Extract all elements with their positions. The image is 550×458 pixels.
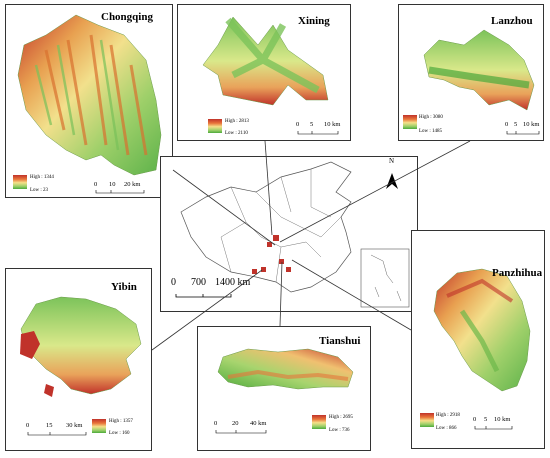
lanzhou-legend-low: Low : 1485 <box>419 129 443 134</box>
tianshui-title: Tianshui <box>319 335 361 347</box>
chongqing-scale-bar <box>95 190 145 194</box>
lanzhou-scale-0: 0 <box>505 121 509 128</box>
panzhihua-dem-map <box>433 268 531 392</box>
chongqing-dem-map <box>17 14 162 176</box>
xining-dem-map <box>202 16 329 106</box>
panzhihua-legend-low: Low : 866 <box>436 426 457 431</box>
xining-scale-bar <box>297 131 339 135</box>
tianshui-scale-0: 0 <box>214 420 218 427</box>
panzhihua-legend-swatch <box>420 413 434 427</box>
chongqing-legend-high: High : 1344 <box>30 175 54 180</box>
panel-yibin: Yibin High : 1357 Low : 160 0 15 30 km <box>5 268 152 451</box>
lanzhou-legend-swatch <box>403 115 417 129</box>
yibin-legend-high: High : 1357 <box>109 419 133 424</box>
xining-legend-swatch <box>208 119 222 133</box>
china-scale-1: 700 <box>191 277 206 288</box>
panel-chongqing: Chongqing High : 1344 Low : 23 0 10 20 k… <box>5 4 173 198</box>
panzhihua-scale-2: 10 km <box>494 416 511 423</box>
tianshui-dem-map <box>217 348 354 390</box>
yibin-legend-swatch <box>92 419 106 433</box>
china-outline-map <box>175 161 410 308</box>
panel-china: N 0 700 1400 km <box>160 156 418 312</box>
tianshui-legend-high: High : 2695 <box>329 415 353 420</box>
chongqing-scale-0: 0 <box>94 181 98 188</box>
xining-legend-high: High : 2813 <box>225 119 249 124</box>
chongqing-scale-1: 10 <box>109 181 116 188</box>
xining-title: Xining <box>298 15 330 27</box>
tianshui-legend-swatch <box>312 415 326 429</box>
panel-panzhihua: Panzhihua High : 2918 Low : 866 0 5 10 k… <box>411 230 545 449</box>
lanzhou-scale-2: 10 km <box>523 121 540 128</box>
panzhihua-scale-1: 5 <box>484 416 488 423</box>
tianshui-scale-bar <box>215 430 267 434</box>
lanzhou-legend-high: High : 3080 <box>419 115 443 120</box>
panzhihua-legend-high: High : 2918 <box>436 413 460 418</box>
lanzhou-dem-map <box>423 29 535 111</box>
tianshui-scale-2: 40 km <box>250 420 267 427</box>
xining-scale-1: 5 <box>310 121 314 128</box>
yibin-dem-map <box>20 296 142 397</box>
lanzhou-scale-bar <box>506 131 540 135</box>
yibin-title: Yibin <box>111 281 137 293</box>
china-north-label: N <box>389 157 395 165</box>
yibin-scale-0: 0 <box>26 422 30 429</box>
panzhihua-scale-0: 0 <box>473 416 477 423</box>
panzhihua-title: Panzhihua <box>492 267 543 279</box>
north-arrow-icon <box>386 173 398 189</box>
lanzhou-scale-1: 5 <box>514 121 518 128</box>
tianshui-scale-1: 20 <box>232 420 239 427</box>
china-scale-0: 0 <box>171 277 176 288</box>
tianshui-legend-low: Low : 736 <box>329 428 350 433</box>
chongqing-title: Chongqing <box>101 11 153 23</box>
panel-lanzhou: Lanzhou High : 3080 Low : 1485 0 5 10 km <box>398 4 544 141</box>
panzhihua-scale-bar <box>474 426 513 430</box>
chongqing-legend-low: Low : 23 <box>30 188 49 193</box>
xining-legend-low: Low : 2110 <box>225 131 248 136</box>
yibin-legend-low: Low : 160 <box>109 431 130 436</box>
chongqing-scale-2: 20 km <box>124 181 141 188</box>
lanzhou-title: Lanzhou <box>491 15 533 27</box>
china-scale-2: 1400 km <box>215 277 251 288</box>
panel-tianshui: Tianshui High : 2695 Low : 736 0 20 40 k… <box>197 326 371 451</box>
yibin-scale-1: 15 <box>46 422 53 429</box>
yibin-scale-bar <box>27 432 87 436</box>
xining-scale-0: 0 <box>296 121 300 128</box>
yibin-scale-2: 30 km <box>66 422 83 429</box>
xining-scale-2: 10 km <box>324 121 341 128</box>
chongqing-legend-swatch <box>13 175 27 189</box>
panel-xining: Xining High : 2813 Low : 2110 0 5 10 km <box>177 4 351 141</box>
